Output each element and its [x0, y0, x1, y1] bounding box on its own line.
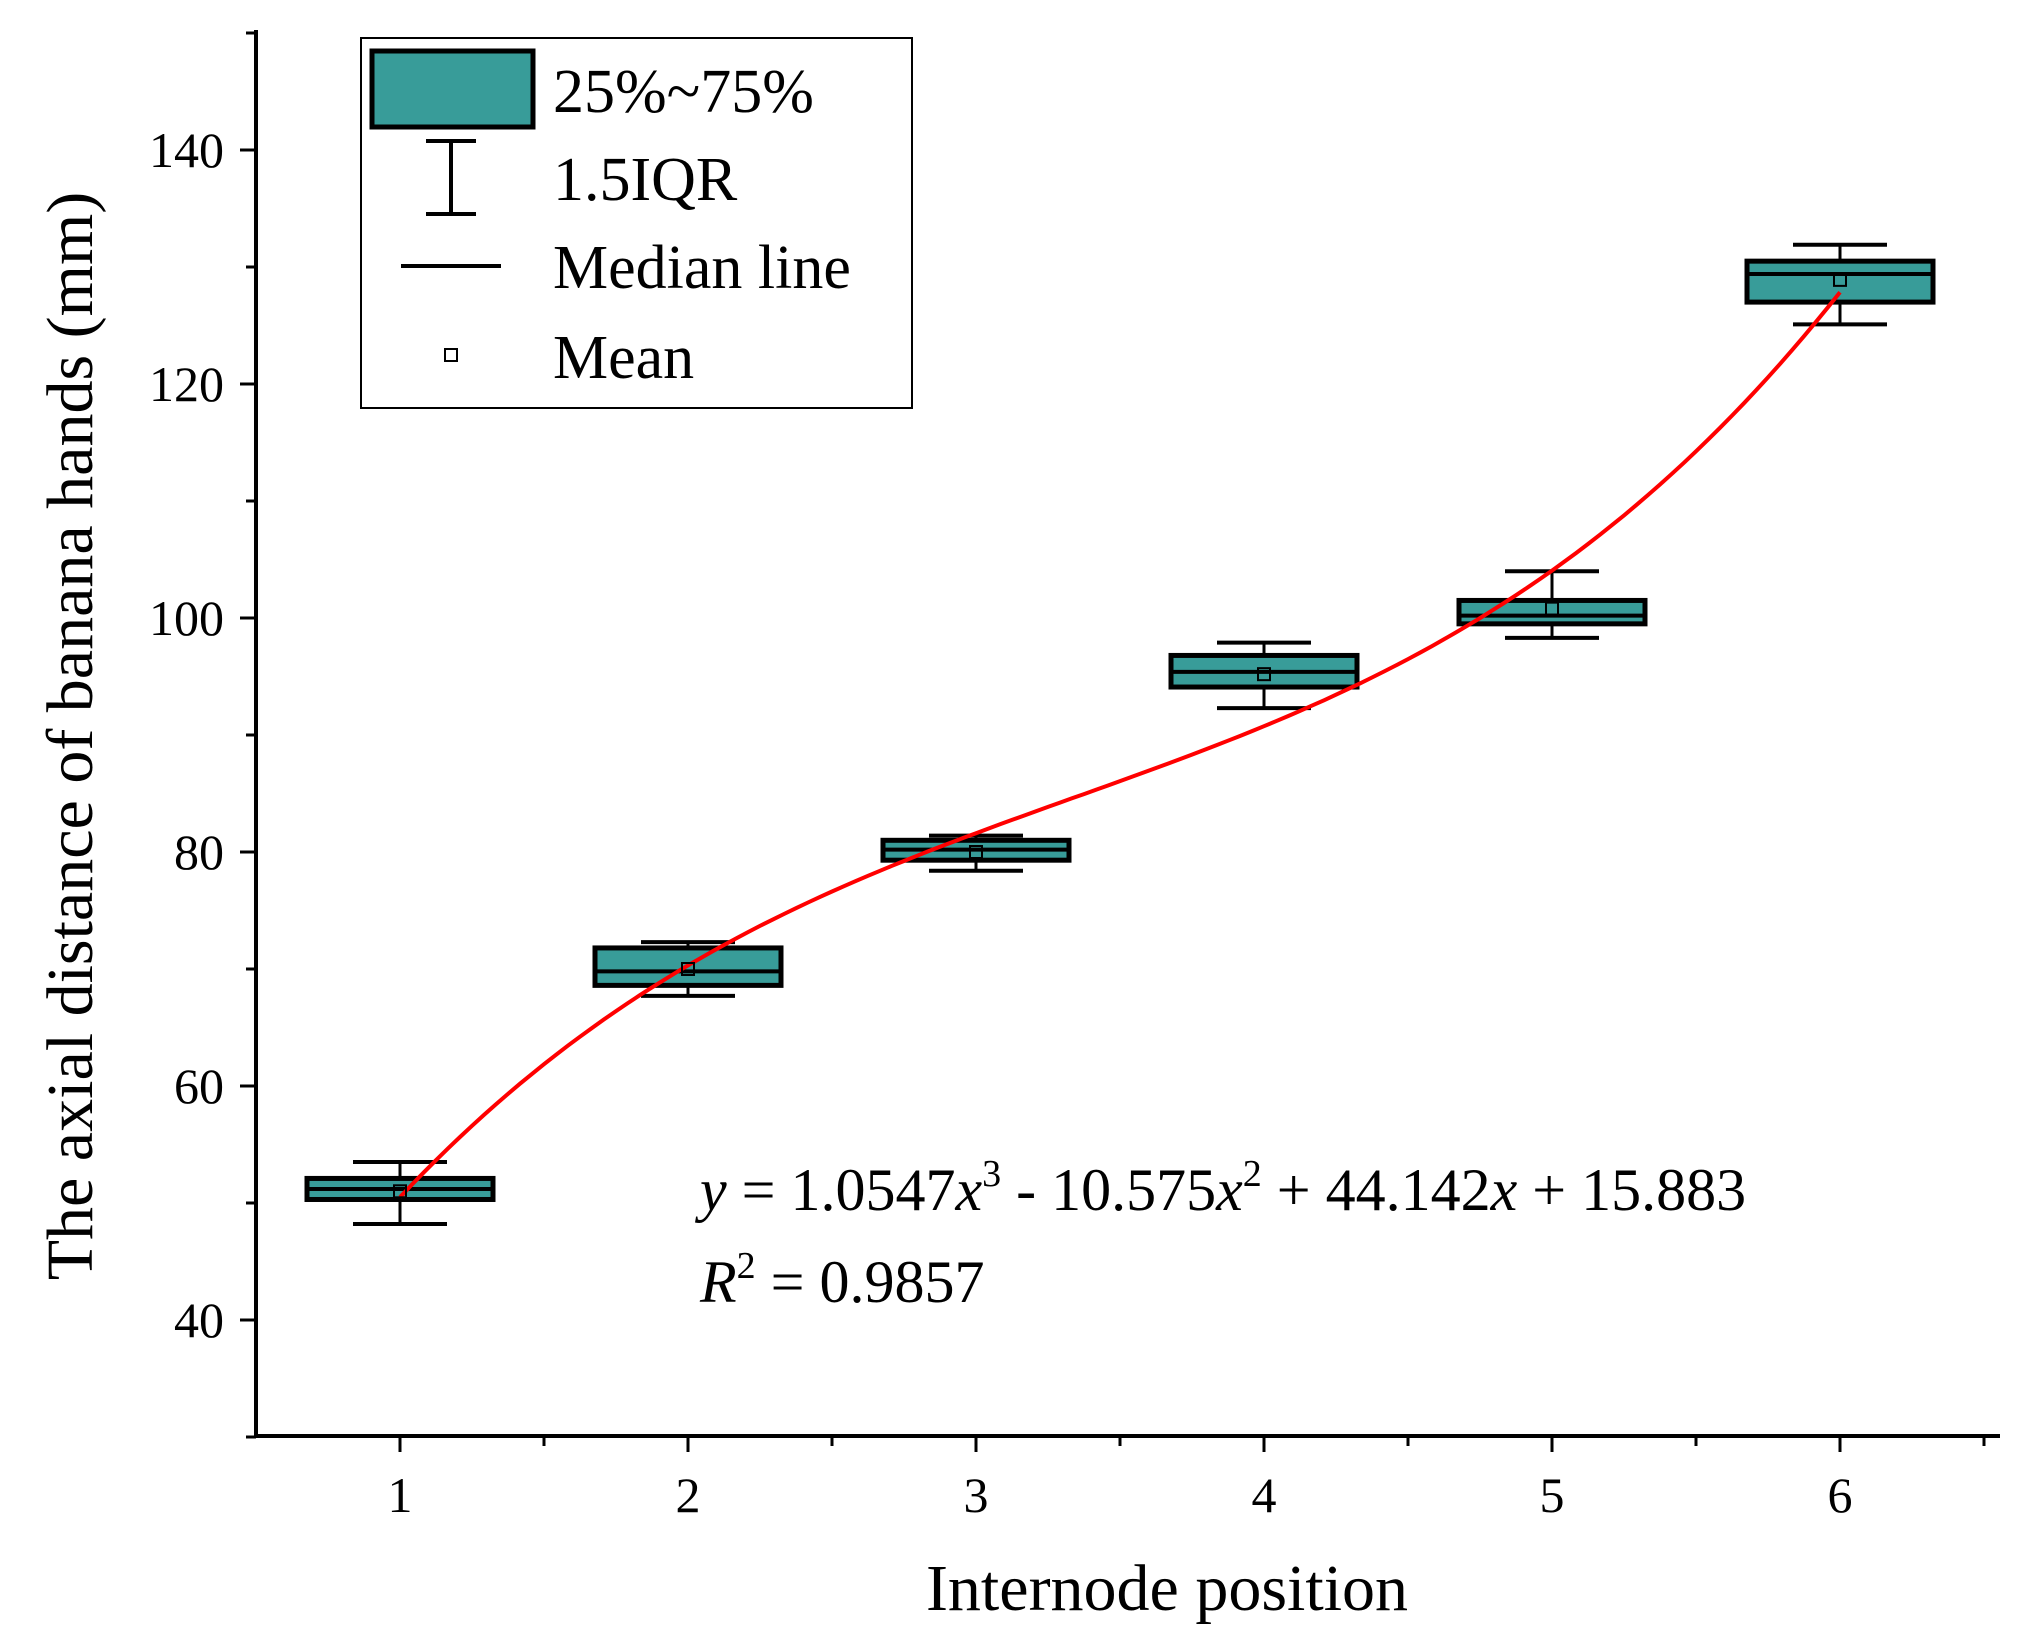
- box-plot: [1168, 640, 1360, 711]
- mean-marker: [1833, 272, 1847, 287]
- box-plot: [304, 1160, 496, 1227]
- box-plot: [1456, 569, 1648, 640]
- x-axis-title: Internode position: [926, 1552, 1408, 1625]
- y-ticks: 40 60 80 100 120 140: [149, 31, 256, 1439]
- legend-mean-marker: [444, 348, 458, 362]
- y-axis-title: The axial distance of banana hands (mm): [34, 192, 107, 1281]
- mean-marker: [681, 962, 695, 976]
- legend-whisker-label: 1.5IQR: [553, 146, 738, 214]
- fit-curve: [398, 290, 1842, 1199]
- box-plot: [1744, 242, 1936, 327]
- mean-marker: [1545, 601, 1559, 616]
- mean-markers: [393, 272, 1847, 1199]
- x-tick-label: 5: [1540, 1467, 1565, 1523]
- x-tick-label: 1: [388, 1467, 413, 1523]
- y-tick-label: 40: [174, 1292, 224, 1348]
- y-tick-label: 100: [149, 590, 224, 646]
- x-tick-label: 3: [964, 1467, 989, 1523]
- y-tick-label: 140: [149, 122, 224, 178]
- y-tick-label: 60: [174, 1058, 224, 1114]
- x-tick-label: 4: [1252, 1467, 1277, 1523]
- fit-equation: y = 1.0547x3 - 10.575x2 + 44.142x + 15.8…: [694, 1153, 1746, 1223]
- x-ticks: 1 2 3 4 5 6: [388, 1436, 1986, 1523]
- y-tick-label: 120: [149, 356, 224, 412]
- r-squared: R2 = 0.9857: [699, 1245, 985, 1315]
- mean-marker: [969, 845, 983, 859]
- mean-marker: [393, 1184, 407, 1199]
- x-tick-label: 2: [676, 1467, 701, 1523]
- box-plot: [592, 940, 784, 998]
- y-tick-label: 80: [174, 824, 224, 880]
- legend-mean-label: Mean: [553, 324, 694, 392]
- x-tick-label: 6: [1828, 1467, 1853, 1523]
- box-iqr: [1456, 597, 1648, 627]
- legend-median-label: Median line: [553, 234, 851, 302]
- box-series: [304, 242, 1936, 1227]
- legend: 25%~75% 1.5IQR Median line Mean: [360, 37, 913, 409]
- box-plot: [880, 833, 1072, 873]
- legend-box-label: 25%~75%: [553, 58, 814, 126]
- box-iqr: [1744, 258, 1936, 305]
- mean-marker: [1257, 667, 1271, 682]
- legend-box-swatch: [369, 48, 536, 130]
